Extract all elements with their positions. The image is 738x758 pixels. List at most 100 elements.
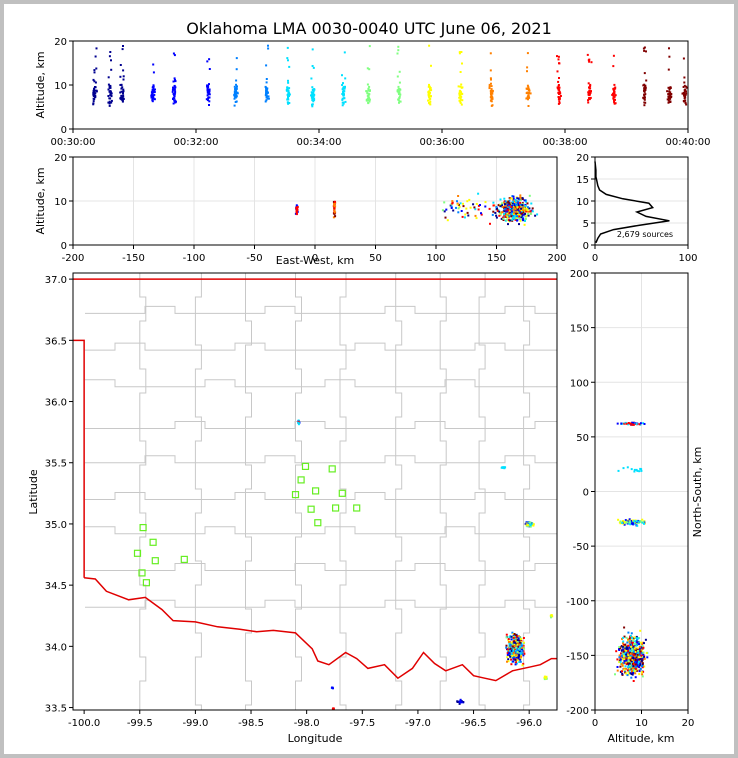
map-point: [512, 636, 515, 639]
time-altitude-point: [120, 90, 123, 93]
altitude-ns-point: [632, 657, 635, 660]
ew-point: [508, 199, 511, 202]
ew-ytick-label: 10: [54, 197, 67, 208]
map-point: [514, 654, 517, 657]
altitude-ns-point: [618, 661, 621, 664]
time-altitude-point: [151, 100, 154, 103]
time-altitude-point: [150, 93, 153, 96]
time-altitude-point: [398, 96, 401, 99]
time-altitude-point: [265, 81, 268, 84]
altitude-ns-point: [632, 658, 635, 661]
ew-point: [504, 200, 507, 203]
time-altitude-point: [94, 86, 97, 89]
time-altitude-point: [206, 60, 209, 63]
altitude-ns-xtick-label: 0: [592, 718, 598, 729]
time-altitude-point: [685, 103, 688, 106]
ew-point: [484, 205, 487, 208]
time-altitude-point: [427, 85, 430, 88]
time-altitude-point: [122, 88, 125, 91]
time-altitude-ytick-label: 10: [54, 81, 67, 92]
altitude-ns-point: [633, 660, 636, 663]
time-altitude-point: [368, 85, 371, 88]
time-altitude-point: [526, 87, 529, 90]
time-altitude-point: [369, 89, 371, 92]
time-altitude-point: [344, 77, 347, 80]
time-altitude-point: [93, 71, 96, 74]
time-altitude-point: [235, 87, 238, 90]
time-altitude-point: [151, 95, 154, 98]
map-point: [512, 660, 515, 663]
ew-point: [443, 201, 446, 204]
time-altitude-point: [645, 50, 647, 53]
ew-point: [513, 203, 516, 206]
ew-point: [503, 213, 505, 216]
county-line: [85, 455, 557, 464]
time-altitude-point: [643, 46, 646, 49]
ew-point: [499, 213, 502, 215]
altitude-ns-point: [637, 660, 640, 663]
time-altitude-point: [174, 80, 177, 83]
time-altitude-point: [368, 93, 371, 96]
time-altitude-point: [287, 81, 290, 84]
ew-point: [507, 219, 510, 221]
ew-point: [457, 211, 460, 214]
map-point: [543, 675, 546, 678]
altitude-ns-point: [628, 669, 631, 672]
time-altitude-point: [208, 90, 211, 93]
altitude-ns-point: [618, 656, 621, 659]
time-altitude-point: [586, 53, 589, 56]
ew-altitude-axes: -200 -150 -100 -50 0 50 100 150 200 0 10 20: [54, 153, 566, 264]
ew-point: [502, 219, 505, 221]
ew-point: [513, 215, 516, 217]
lma-station-marker: [291, 491, 300, 499]
altitude-ns-point: [634, 676, 637, 679]
time-altitude-point: [312, 95, 315, 97]
time-altitude-point: [366, 67, 369, 70]
altitude-ns-point: [627, 644, 630, 647]
ew-point: [466, 211, 469, 214]
time-altitude-xtick-label: 00:40:00: [666, 137, 711, 148]
ew-point: [525, 215, 528, 218]
time-altitude-point: [119, 75, 122, 78]
map-point: [509, 649, 512, 652]
time-altitude-point: [461, 62, 463, 65]
time-altitude-point: [108, 102, 111, 105]
altitude-ns-point: [633, 636, 636, 639]
ew-xtick-label: -150: [122, 253, 145, 264]
map-point: [516, 642, 519, 645]
altitude-ns-point: [637, 651, 640, 654]
map-point: [332, 687, 334, 690]
ew-point: [479, 204, 481, 206]
altitude-ns-point: [619, 520, 622, 523]
altitude-ns-point: [623, 523, 626, 526]
time-altitude-point: [490, 88, 493, 91]
ew-point: [505, 201, 508, 204]
altitude-ns-point: [641, 655, 644, 658]
ew-point: [495, 207, 498, 210]
ew-point: [480, 212, 482, 215]
ew-point: [521, 205, 524, 208]
ew-point: [515, 216, 518, 219]
map-xtick-label: -96.5: [461, 718, 487, 729]
ew-point: [516, 211, 519, 214]
time-altitude-point: [287, 101, 290, 104]
time-altitude-point: [172, 80, 175, 83]
altitude-ns-point: [621, 637, 623, 640]
altitude-ns-point: [641, 518, 644, 521]
time-altitude-point: [684, 94, 687, 97]
map-point: [521, 652, 524, 655]
map-point: [510, 649, 513, 652]
ew-point: [451, 200, 454, 203]
altitude-ns-point: [621, 670, 623, 673]
time-altitude-point: [122, 75, 125, 78]
altitude-ns-point: [622, 642, 624, 645]
altitude-ns-point: [623, 668, 626, 671]
altitude-ns-ytick-label: -150: [566, 651, 589, 662]
altitude-ns-point: [633, 655, 636, 658]
ew-point: [511, 202, 514, 205]
time-altitude-point: [208, 83, 210, 86]
time-altitude-point: [613, 102, 616, 105]
ew-altitude-panel: -200 -150 -100 -50 0 50 100 150 200 0 10 20 Altitud…: [34, 153, 567, 267]
time-altitude-point: [207, 92, 210, 95]
altitude-ns-point: [618, 654, 621, 657]
